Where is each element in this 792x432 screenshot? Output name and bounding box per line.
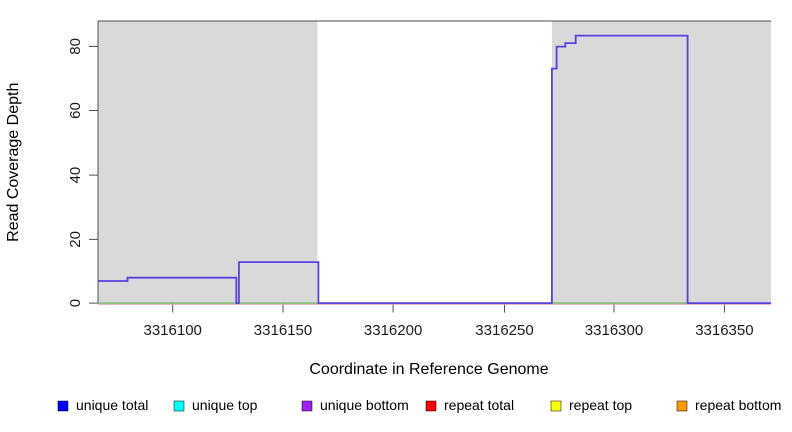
svg-text:Read Coverage Depth: Read Coverage Depth	[5, 83, 22, 242]
svg-text:3316300: 3316300	[585, 322, 643, 339]
svg-text:Coordinate in Reference Genome: Coordinate in Reference Genome	[309, 361, 548, 378]
svg-text:3316250: 3316250	[475, 322, 533, 339]
svg-text:unique total: unique total	[76, 397, 148, 413]
svg-text:40: 40	[67, 167, 84, 184]
svg-text:3316150: 3316150	[254, 322, 312, 339]
svg-text:repeat total: repeat total	[444, 397, 514, 413]
svg-text:repeat top: repeat top	[569, 397, 632, 413]
svg-text:20: 20	[67, 231, 84, 248]
svg-text:3316350: 3316350	[695, 322, 753, 339]
svg-text:0: 0	[67, 299, 84, 307]
svg-text:3316100: 3316100	[143, 322, 201, 339]
svg-text:unique top: unique top	[192, 397, 258, 413]
svg-text:80: 80	[67, 38, 84, 55]
svg-text:3316200: 3316200	[364, 322, 422, 339]
svg-text:repeat bottom: repeat bottom	[695, 397, 781, 413]
svg-text:unique bottom: unique bottom	[320, 397, 409, 413]
svg-text:60: 60	[67, 102, 84, 119]
